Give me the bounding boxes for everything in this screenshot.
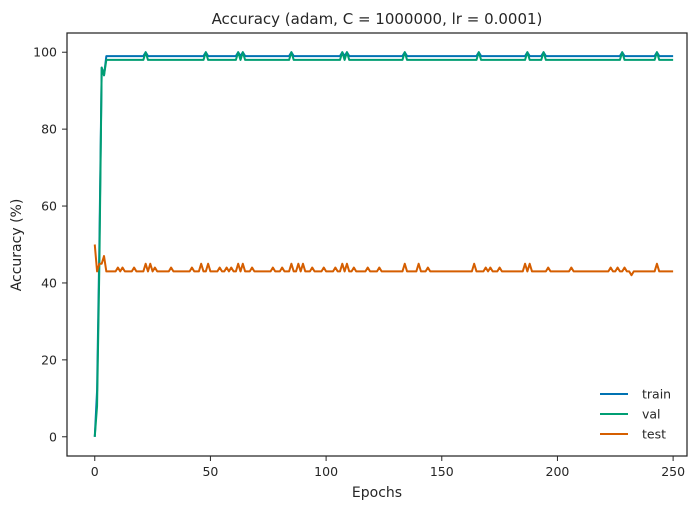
y-tick-label: 40 xyxy=(41,275,57,290)
series-line-val xyxy=(93,51,674,437)
y-axis-label: Accuracy (%) xyxy=(9,199,25,292)
y-tick-label: 0 xyxy=(49,429,57,444)
x-tick-label: 100 xyxy=(314,464,338,479)
x-tick-label: 200 xyxy=(546,464,570,479)
series-line-test xyxy=(93,244,674,277)
legend-entry-test: test xyxy=(642,427,666,442)
plot-area: 0 50 100 150 200 250 0 20 40 60 80 100 train val test xyxy=(33,32,688,479)
x-tick-label: 0 xyxy=(91,464,99,479)
x-tick-label: 150 xyxy=(430,464,454,479)
axes-frame xyxy=(66,32,688,457)
y-tick-label: 60 xyxy=(41,199,57,214)
y-tick-label: 20 xyxy=(41,352,57,367)
legend-entry-val: val xyxy=(642,407,661,422)
legend-entry-train: train xyxy=(642,387,671,402)
series-line-train xyxy=(93,51,674,437)
x-tick-label: 50 xyxy=(202,464,218,479)
y-tick-label: 100 xyxy=(33,45,57,60)
y-tick-label: 80 xyxy=(41,122,57,137)
x-tick-label: 250 xyxy=(661,464,685,479)
chart-title: Accuracy (adam, C = 1000000, lr = 0.0001… xyxy=(212,10,543,28)
x-axis-label: Epochs xyxy=(352,485,402,501)
